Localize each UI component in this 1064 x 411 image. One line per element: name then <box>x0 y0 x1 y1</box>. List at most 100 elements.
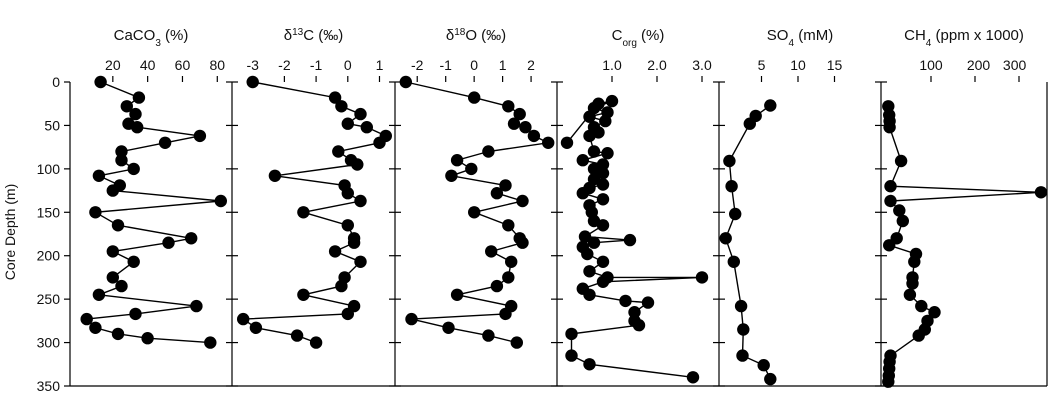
data-point <box>92 288 106 301</box>
data-point <box>499 307 512 321</box>
x-tick-label: 0 <box>344 57 352 73</box>
data-point <box>729 207 742 221</box>
data-point <box>115 154 128 167</box>
data-point <box>565 349 578 362</box>
data-point <box>641 296 655 309</box>
data-point <box>623 233 637 247</box>
data-point <box>596 178 610 191</box>
panel-corg: 1.0 2.0 3.0 Corg (%) <box>560 27 725 387</box>
data-point <box>519 121 532 134</box>
data-point <box>686 371 700 384</box>
y-axis-label: Core Depth (m) <box>2 184 18 280</box>
series-line-so4 <box>724 104 771 380</box>
x-tick-label: 200 <box>967 57 991 73</box>
data-point <box>450 288 464 301</box>
data-point <box>185 232 198 245</box>
y-tick-label: 250 <box>37 291 61 307</box>
panel-title: CaCO3 (%) <box>114 27 189 49</box>
x-tick-label: -1 <box>439 57 452 73</box>
x-tick-label: 2.0 <box>647 57 667 73</box>
data-point <box>727 255 740 268</box>
data-point <box>405 312 418 326</box>
data-point <box>583 265 596 278</box>
data-point <box>354 255 367 268</box>
data-point <box>596 255 610 268</box>
data-point <box>341 187 354 200</box>
x-tick-label: 5 <box>758 57 766 73</box>
data-point <box>527 129 541 143</box>
data-point <box>328 91 342 104</box>
y-tick-label: 100 <box>37 161 61 177</box>
data-point <box>131 121 144 134</box>
data-point <box>80 312 93 326</box>
data-point <box>605 94 619 108</box>
x-tick-label: 40 <box>140 57 156 73</box>
data-point <box>893 204 906 217</box>
data-point <box>576 187 589 200</box>
data-point <box>335 100 348 113</box>
data-point <box>583 110 596 123</box>
data-point <box>111 327 125 341</box>
data-point <box>129 307 142 321</box>
panel-d13c: -3 -2 -1 0 1 δ13C (‰) <box>237 27 401 387</box>
data-point <box>341 219 354 232</box>
data-point <box>468 206 481 219</box>
data-point <box>542 136 555 149</box>
data-point <box>268 169 282 182</box>
x-tick-label: 10 <box>790 57 806 73</box>
data-point <box>906 277 919 290</box>
data-point <box>332 145 345 158</box>
data-point <box>764 99 777 112</box>
data-point <box>596 193 610 206</box>
data-point <box>106 245 120 258</box>
data-point <box>583 288 596 301</box>
data-point <box>587 236 601 249</box>
data-point <box>94 75 107 89</box>
data-point <box>246 75 259 89</box>
data-point <box>565 327 578 341</box>
data-point <box>502 271 515 284</box>
data-point <box>115 145 128 158</box>
data-point <box>596 275 610 288</box>
data-point <box>354 107 367 121</box>
panel-title: δ13C (‰) <box>284 27 343 45</box>
panel-so4: 5 10 15 SO4 (mM) <box>719 27 887 387</box>
data-point <box>725 180 738 193</box>
data-point <box>743 117 756 130</box>
data-point <box>884 180 897 193</box>
x-tick-label: -3 <box>246 57 259 73</box>
data-point <box>214 194 227 208</box>
data-point <box>499 179 512 192</box>
data-point <box>354 194 367 208</box>
series-line-d13c <box>241 81 387 344</box>
data-point <box>468 91 481 104</box>
series-line-ch4 <box>887 106 1042 382</box>
data-point <box>764 372 777 386</box>
panel-caco3: 20 40 60 80 CaCO3 (%) <box>80 27 238 387</box>
data-point <box>204 336 217 349</box>
data-point <box>583 358 596 371</box>
data-point <box>734 299 748 313</box>
data-point <box>490 279 504 293</box>
y-tick-label: 50 <box>44 117 60 133</box>
panel-title: Corg (%) <box>612 27 665 49</box>
data-point <box>695 271 709 284</box>
data-point <box>351 158 364 171</box>
data-point <box>632 319 646 332</box>
x-tick-label: 20 <box>105 57 121 73</box>
x-tick-label: 1.0 <box>602 57 622 73</box>
data-point <box>502 219 515 232</box>
data-point <box>120 100 133 113</box>
data-point <box>129 107 142 121</box>
data-point <box>490 187 504 200</box>
data-point <box>596 167 610 180</box>
data-point <box>596 219 610 232</box>
data-point <box>162 236 175 249</box>
data-point <box>89 206 102 219</box>
data-point <box>335 279 348 293</box>
data-point <box>482 145 495 158</box>
data-point <box>297 288 310 301</box>
x-tick-label: 1 <box>499 57 507 73</box>
